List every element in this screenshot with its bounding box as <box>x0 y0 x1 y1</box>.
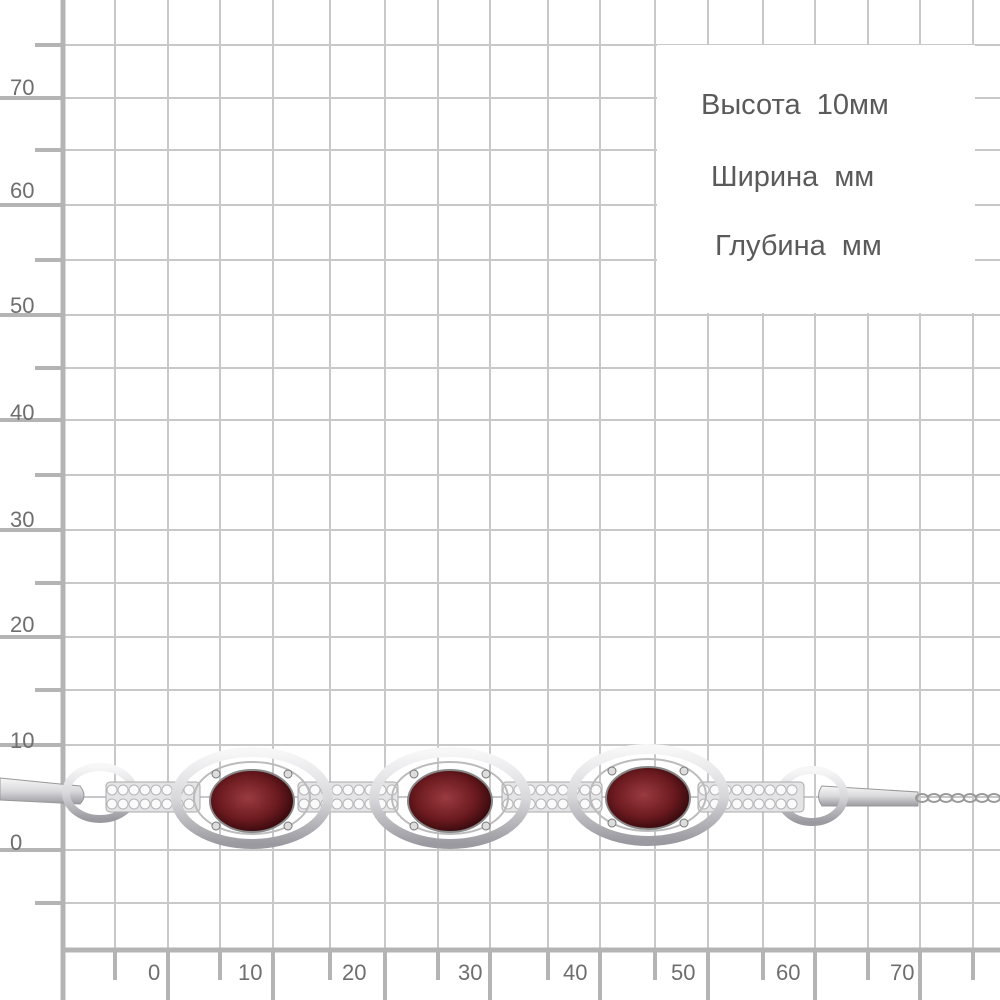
y-axis-label: 0 <box>10 830 23 855</box>
pave-stone <box>557 798 569 810</box>
pave-stone <box>353 784 365 796</box>
x-axis-label: 40 <box>563 960 588 985</box>
x-axis-label: 0 <box>148 960 161 985</box>
chain-link <box>987 793 1000 803</box>
x-axis-label: 30 <box>458 960 483 985</box>
pave-stone <box>117 784 129 796</box>
prong <box>679 818 689 828</box>
pave-stone <box>309 798 321 810</box>
y-axis-label: 50 <box>10 293 35 318</box>
garnet-stone <box>209 769 295 833</box>
x-axis-label: 60 <box>776 960 801 985</box>
prong <box>211 769 221 779</box>
width-spec: Ширина мм <box>711 161 875 193</box>
y-axis-label: 10 <box>10 728 35 753</box>
garnet-stone <box>407 769 493 833</box>
pave-stone <box>106 784 118 796</box>
pave-stone <box>139 784 151 796</box>
pave-stone <box>128 798 140 810</box>
chain-link <box>963 793 977 803</box>
pave-stone <box>150 798 162 810</box>
pave-stone <box>742 798 754 810</box>
garnet-stone <box>605 766 691 830</box>
pave-stone <box>546 798 558 810</box>
pave-stone <box>775 784 787 796</box>
pave-stone <box>353 798 365 810</box>
prong <box>607 818 617 828</box>
oval-link <box>171 747 333 849</box>
pave-stone <box>128 784 140 796</box>
chain-link <box>951 793 965 803</box>
prong <box>283 769 293 779</box>
pave-stone <box>183 784 195 796</box>
pave-stone <box>535 784 547 796</box>
pave-stone <box>150 784 162 796</box>
pave-stone <box>742 784 754 796</box>
pave-stone <box>786 784 798 796</box>
chain-link <box>975 793 989 803</box>
link-inner-rim <box>193 761 311 835</box>
prong <box>679 766 689 776</box>
x-axis-label: 50 <box>671 960 696 985</box>
dimensions-panel: Высота 10мм Ширина мм Глубина мм <box>657 45 975 313</box>
bracelet-bar-right <box>818 785 919 807</box>
pave-stone <box>183 798 195 810</box>
prong <box>283 821 293 831</box>
pave-stone <box>309 784 321 796</box>
prong <box>481 769 491 779</box>
oval-link <box>567 744 729 846</box>
pave-stone <box>731 784 743 796</box>
prong <box>409 769 419 779</box>
chain-link <box>939 793 953 803</box>
pave-stone <box>535 798 547 810</box>
pave-stone <box>106 798 118 810</box>
link-inner-rim <box>589 758 707 832</box>
chain-link <box>927 793 941 803</box>
pave-stone <box>342 784 354 796</box>
y-axis-label: 40 <box>10 400 35 425</box>
pave-stone <box>753 784 765 796</box>
pave-stone <box>331 798 343 810</box>
pave-stone <box>764 784 776 796</box>
prong <box>607 766 617 776</box>
pave-stone <box>342 798 354 810</box>
depth-spec: Глубина мм <box>715 230 882 262</box>
pave-stone <box>786 798 798 810</box>
y-axis-label: 60 <box>10 178 35 203</box>
oval-link <box>369 747 531 849</box>
pave-stone <box>161 798 173 810</box>
prong <box>211 821 221 831</box>
y-axis-label: 70 <box>10 75 35 100</box>
x-axis-label: 70 <box>890 960 915 985</box>
y-axis-label: 30 <box>10 507 35 532</box>
y-axis-label: 20 <box>10 612 35 637</box>
pave-stone <box>579 798 591 810</box>
x-axis-label: 10 <box>238 960 263 985</box>
height-spec: Высота 10мм <box>701 89 889 121</box>
prong <box>481 821 491 831</box>
x-axis-label: 20 <box>342 960 367 985</box>
pave-stone <box>775 798 787 810</box>
pave-stone <box>557 784 569 796</box>
pave-stone <box>764 798 776 810</box>
prong <box>409 821 419 831</box>
pave-stone <box>161 784 173 796</box>
pave-stone <box>579 784 591 796</box>
pave-stone <box>731 798 743 810</box>
pave-stone <box>117 798 129 810</box>
pave-stone <box>331 784 343 796</box>
link-inner-rim <box>391 761 509 835</box>
pave-stone <box>139 798 151 810</box>
pave-stone <box>546 784 558 796</box>
pave-stone <box>753 798 765 810</box>
